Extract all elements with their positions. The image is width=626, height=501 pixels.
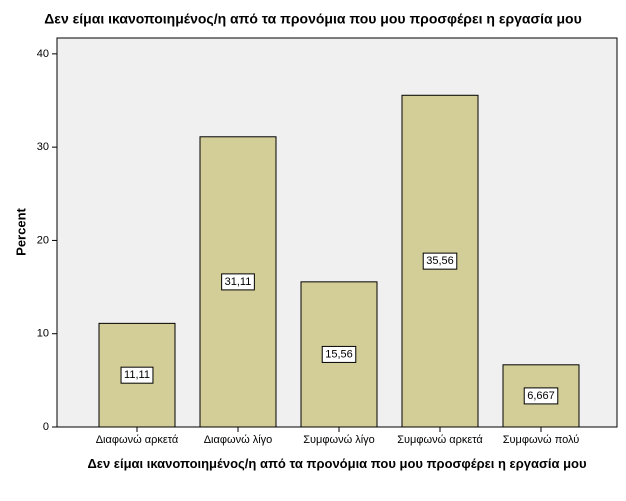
y-tick-label: 0: [43, 421, 49, 433]
x-tick-label: Συμφωνώ αρκετά: [397, 434, 483, 446]
data-label-box: [321, 345, 357, 363]
data-label-box: [523, 387, 559, 405]
data-label: 31,11: [225, 276, 252, 288]
y-tick-label: 20: [37, 234, 49, 246]
data-label: 11,11: [124, 369, 150, 381]
data-label-box: [120, 366, 154, 384]
data-label-box: [422, 252, 458, 270]
x-tick-label: Διαφωνώ αρκετά: [96, 434, 179, 446]
y-tick-label: 40: [37, 48, 49, 60]
chart-title: Δεν είμαι ικανοποιημένος/η από τα προνόμ…: [44, 11, 582, 27]
y-axis-label: Percent: [13, 207, 28, 255]
x-axis-label: Δεν είμαι ικανοποιημένος/η από τα προνόμ…: [87, 456, 587, 471]
y-tick-label: 30: [37, 141, 49, 153]
data-label: 35,56: [426, 255, 454, 267]
x-tick-label: Διαφωνώ λίγο: [204, 434, 273, 446]
x-tick-label: Συμφωνώ πολύ: [503, 434, 580, 446]
data-label: 15,56: [325, 348, 353, 360]
data-label: 6,667: [527, 390, 555, 402]
data-label-box: [221, 273, 255, 291]
y-tick-label: 10: [37, 328, 49, 340]
x-tick-label: Συμφωνώ λίγο: [303, 434, 375, 446]
